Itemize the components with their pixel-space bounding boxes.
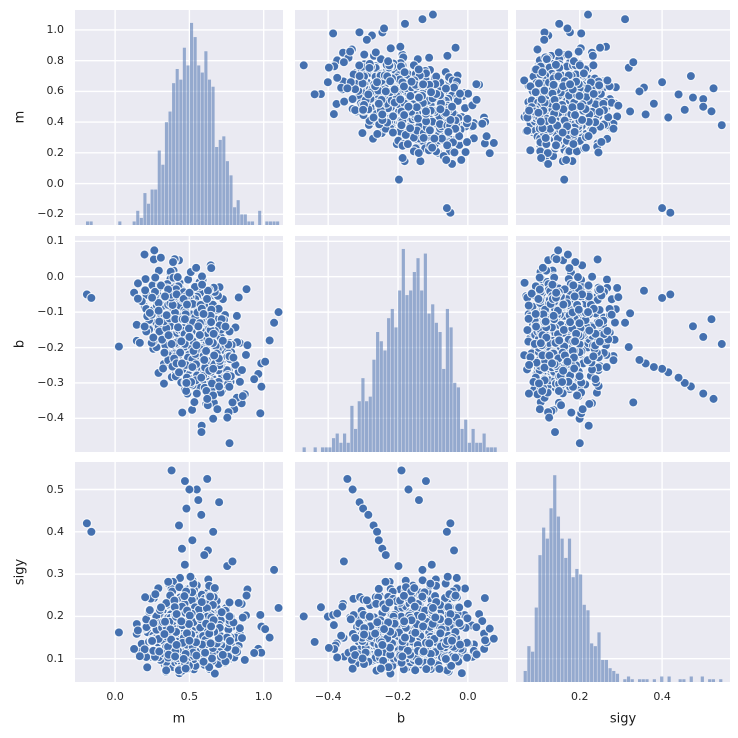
y-tick-label: 0.1	[46, 651, 65, 665]
panel-hist-m	[75, 10, 283, 225]
scatter-points-group	[519, 10, 727, 218]
x-tick-label: 0.2	[571, 690, 589, 703]
scatter-points-group	[298, 465, 499, 679]
y-tick-label: 0.4	[46, 524, 65, 538]
x-tick-label: 0.5	[180, 690, 199, 703]
x-tick-label: 0.0	[459, 690, 477, 703]
y-tick-label: 0.2	[46, 609, 65, 623]
panel-scatter-b-vs-m	[75, 236, 283, 452]
panel-hist-b	[295, 236, 508, 452]
histogram-bars-group	[86, 22, 280, 225]
y-tick-label: −0.2	[37, 207, 64, 221]
panel-scatter-sigy-vs-b	[295, 462, 508, 682]
y-tick-label: 0.1	[46, 234, 65, 248]
scatter-points-group	[81, 465, 283, 679]
y-tick-label: −0.3	[37, 375, 64, 389]
panel-scatter-sigy-vs-m	[75, 462, 283, 682]
y-tick-label: 0.0	[46, 176, 65, 190]
gridlines	[75, 10, 283, 225]
panel-scatter-b-vs-sigy	[516, 236, 730, 452]
y-tick-label: −0.4	[37, 411, 64, 425]
y-tick-label: 0.6	[46, 84, 65, 98]
y-tick-label: 0.8	[46, 53, 65, 67]
y-tick-label: 0.4	[46, 115, 65, 129]
scatter-points-group	[81, 245, 283, 449]
panel-hist-sigy	[516, 462, 730, 682]
histogram-bars-group	[523, 475, 723, 682]
x-tick-label: −0.2	[384, 690, 412, 703]
x-axis-label-m: m	[172, 711, 186, 727]
y-tick-label: 0.3	[46, 567, 65, 581]
gridlines	[295, 236, 508, 452]
y-tick-label: 0.5	[46, 482, 65, 496]
x-tick-label: −0.4	[314, 690, 342, 703]
y-tick-label: 1.0	[46, 22, 65, 36]
scatter-points-group	[298, 10, 499, 218]
panel-scatter-m-vs-sigy	[516, 10, 730, 225]
x-axis-label-b: b	[396, 711, 406, 727]
scatter-points-group	[519, 245, 727, 449]
y-tick-label: −0.2	[37, 340, 64, 354]
histogram-bars-group	[302, 248, 497, 452]
x-tick-label: 1.0	[254, 690, 273, 703]
y-tick-label: 0.2	[46, 145, 65, 159]
y-tick-label: −0.1	[37, 305, 64, 319]
x-axis-label-sigy: sigy	[609, 711, 637, 727]
x-tick-label: 0.0	[106, 690, 124, 703]
y-tick-label: 0.0	[46, 269, 65, 283]
panel-scatter-m-vs-b	[295, 10, 508, 225]
x-tick-label: 0.4	[653, 690, 671, 703]
